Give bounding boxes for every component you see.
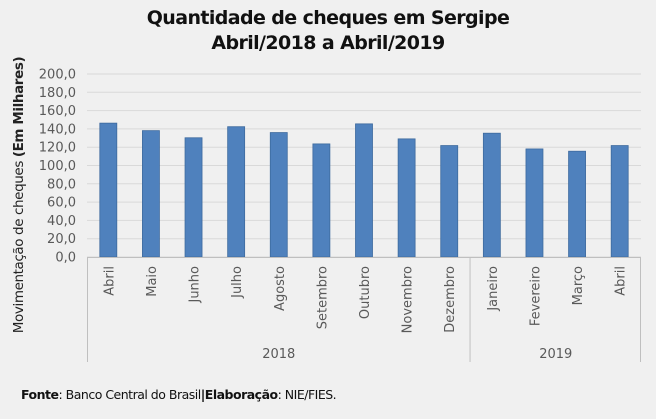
y-tick-label: 140,0	[39, 122, 76, 137]
y-tick-label: 80,0	[47, 177, 76, 192]
x-tick-label: Abril	[102, 266, 117, 296]
bar	[525, 148, 544, 258]
source-text: : Banco Central do Brasil	[58, 387, 201, 402]
x-tick-label: Setembro	[315, 266, 330, 329]
x-tick-label: Novembro	[401, 266, 416, 333]
bar	[312, 143, 331, 258]
x-tick-label: Julho	[230, 266, 245, 299]
x-tick-label: Março	[571, 266, 586, 305]
y-tick-label: 160,0	[39, 104, 76, 119]
y-tick-label: 120,0	[39, 141, 76, 156]
source-note: Fonte: Banco Central do Brasil|Elaboraçã…	[21, 387, 337, 402]
y-axis-ticks: 0,0 20,0 40,0 60,0 80,0 100,0 120,0 140,0 160,0 1…	[39, 68, 76, 266]
chart-title: Quantidade de cheques em Sergipe Abril/2…	[0, 6, 656, 56]
credit-text: : NIE/FIES.	[277, 387, 337, 402]
bar	[142, 130, 160, 258]
x-tick-label: Maio	[145, 266, 160, 297]
y-tick-label: 200,0	[39, 68, 76, 83]
bar	[482, 132, 501, 258]
credit-label: Elaboração	[204, 387, 278, 402]
x-tick-label: Janeiro	[486, 266, 501, 312]
x-group-label: 2018	[262, 347, 295, 362]
x-tick-label: Junho	[188, 266, 203, 304]
bar	[269, 132, 288, 258]
bar	[184, 137, 203, 258]
bar	[99, 122, 118, 258]
x-tick-label: Outubro	[358, 266, 373, 319]
bar	[568, 150, 586, 258]
y-tick-label: 0,0	[55, 251, 76, 266]
chart-title-line2: Abril/2018 a Abril/2019	[211, 32, 445, 54]
separator: |	[200, 387, 206, 402]
y-tick-label: 180,0	[39, 86, 76, 101]
x-group-label: 2019	[539, 347, 572, 362]
bar	[355, 123, 373, 258]
y-tick-label: 20,0	[47, 232, 76, 247]
x-tick-label: Dezembro	[443, 266, 458, 333]
bar	[227, 126, 246, 258]
gridlines	[87, 73, 641, 258]
chart-title-line1: Quantidade de cheques em Sergipe	[146, 7, 510, 29]
y-tick-label: 60,0	[47, 196, 76, 211]
bar	[610, 145, 629, 258]
x-tick-label: Fevereiro	[528, 266, 543, 326]
bars	[99, 122, 629, 258]
y-tick-label: 100,0	[39, 159, 76, 174]
source-label: Fonte	[21, 387, 59, 402]
bar	[397, 138, 416, 258]
x-tick-label: Agosto	[273, 266, 288, 311]
bar	[440, 145, 459, 258]
x-axis: Abril Maio Junho Julho Agosto Setembro Outubro…	[87, 257, 641, 362]
x-tick-label: Abril	[614, 266, 629, 296]
y-tick-label: 40,0	[47, 214, 76, 229]
